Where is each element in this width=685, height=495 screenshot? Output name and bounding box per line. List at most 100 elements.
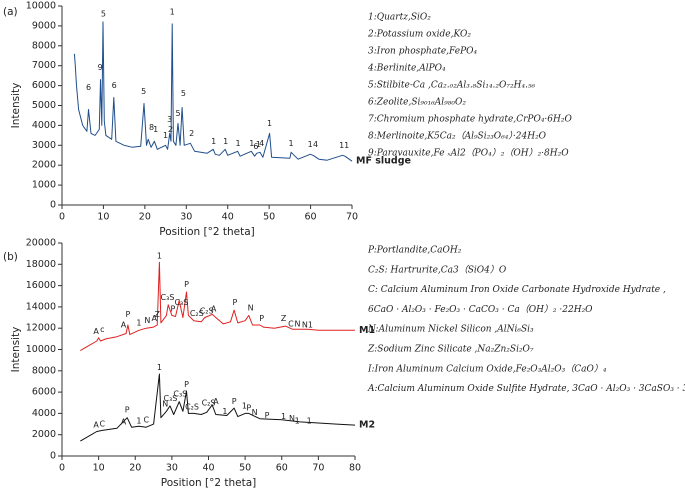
legend-text: 7:Chromium phosphate hydrate,CrPO₄·6H₂O [368,115,572,125]
x-tick-label: 50 [239,463,251,474]
y-tick-label: 2000 [32,160,56,171]
peak-label: 1 [249,139,254,148]
legend-text: 5:Stilbite-Ca ,Ca₂.₀₂Al₃.₈Si₁₄.₂O₇₂H₄.₅₆ [368,81,536,91]
x-tick-label: 20 [129,463,141,474]
peak-label: 1 [136,318,141,327]
peak-label: c [100,325,104,334]
peak-label: 1 [307,416,312,425]
y-tick-label: 8000 [32,40,56,51]
x-tick-label: 50 [263,212,275,223]
legend-text: 2:Potassium oxide,KO₂ [367,30,471,40]
y-tick-label: 6000 [32,387,56,398]
peak-label: C [99,420,105,429]
y-tick-label: 7000 [32,60,56,71]
x-tick-label: 40 [202,463,214,474]
x-tick-label: 60 [305,212,317,223]
y-tick-label: 0 [50,451,56,462]
peak-label: Z [281,314,287,323]
peak-label: P [184,380,189,389]
peak-label: 1 [344,141,349,150]
peak-label: 5 [141,87,146,96]
peak-label: C₂S [190,309,204,318]
peak-label: 5 [181,89,186,98]
y-tick-label: 12000 [26,323,56,334]
legend-text: I:Iron Aluminum Calcium Oxide,Fe₂O₃Al₂O₃… [367,363,607,374]
peak-label: P [125,406,130,415]
peak-label: P [184,280,189,289]
y-tick-label: 2000 [32,429,56,440]
peak-label: C₃S [174,298,188,307]
peak-label: C₃S [173,390,187,399]
legend-text: 6CaO · Al₂O₃ · Fe₂O₃ · CaCO₃ · Ca（OH）₂ ·… [368,304,593,315]
legend-text: 1:Quartz,SiO₂ [368,13,431,23]
peak-label: A [213,397,219,406]
legend-text: 4:Berlinite,AlPO₄ [367,64,446,74]
peak-label: N1 [302,321,313,330]
peak-label: P [246,404,251,413]
y-tick-label: 18000 [26,259,56,270]
peak-label: 1 [267,119,272,128]
x-tick-label: 0 [59,463,65,474]
x-tick-label: 20 [139,212,151,223]
peak-label: 1 [236,139,241,148]
peak-label: N [295,319,301,328]
peak-label: 4 [259,139,264,148]
peak-label: 1 [211,137,216,146]
legend-text: C: Calcium Aluminum Iron Oxide Carbonate… [368,285,666,295]
peak-label: N [289,414,295,423]
peak-label: 1 [153,125,158,134]
peak-label: 3 [167,115,172,124]
peak-label: C₃S [163,394,177,403]
legend-text: Z:Sodium Zinc Silicate ,Na₂Zn₂Si₂O₇ [367,345,534,355]
y-tick-label: 4000 [32,120,56,131]
y-tick-label: 4000 [32,408,56,419]
peak-label: P [232,397,237,406]
x-tick-label: 30 [166,463,178,474]
peak-label: C₂S [200,307,214,316]
peak-label: N [162,399,168,408]
legend-text: N:Aluminum Nickel Silicon ,AlNi₆Si₃ [367,325,534,335]
peak-label: 1 [281,412,286,421]
y-tick-label: 9000 [32,20,56,31]
x-tick-label: 70 [346,212,358,223]
x-tick-label: 0 [59,212,65,223]
y-tick-label: 8000 [32,365,56,376]
y-tick-label: 14000 [26,301,56,312]
peak-label: 6 [112,81,117,90]
peak-label: 1 [157,251,162,260]
peak-label: N [252,408,258,417]
peak-label: N [144,316,150,325]
peak-label: A [121,417,127,426]
y-tick-label: 0 [50,200,56,211]
legend-text: C₂S: Hartrurite,Ca3（SiO4）O [368,264,507,275]
legend-text: 6:Zeolite,Si₉₀₁₆Al₉₈₀O₂ [368,98,466,108]
y-axis-label: Intensity [10,83,22,129]
x-tick-label: 60 [276,463,288,474]
peak-label: 2 [168,125,173,134]
x-tick-label: 10 [97,212,109,223]
y-tick-label: 1000 [32,180,56,191]
legend-text: 3:Iron phosphate,FePO₄ [368,47,478,57]
series-line [73,21,353,162]
y-tick-label: 10000 [26,344,56,355]
peak-label: N [248,303,254,312]
peak-label: 1 [170,7,175,16]
peak-label: C [143,415,149,424]
peak-label: 1 [289,139,294,148]
peak-label: 1 [242,401,247,410]
peak-label: A [93,327,99,336]
peak-label: A [121,321,127,330]
series-label: M1 [359,325,375,336]
peak-label: 1 [163,131,168,140]
panel-label: (b) [3,251,18,263]
legend-text: P:Portlandite,CaOH₂ [367,246,462,256]
x-axis-label: Position [°2 theta] [159,226,254,238]
peak-label: P [171,305,176,314]
peak-label: 5 [101,9,106,18]
y-axis-label: Intensity [10,327,22,373]
peak-label: 1 [136,416,141,425]
peak-label: A [93,421,99,430]
peak-label: 9 [98,63,103,72]
peak-label: P [265,411,270,420]
